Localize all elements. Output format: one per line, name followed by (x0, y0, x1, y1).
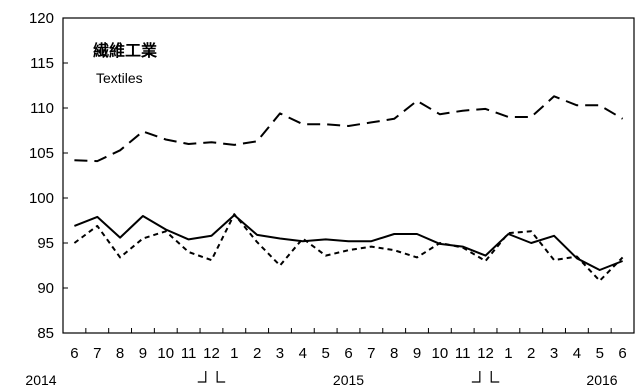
x-tick-label: 11 (455, 345, 471, 362)
year-label: 2014 (25, 372, 56, 388)
y-tick-label: 115 (30, 55, 54, 72)
x-tick-label: 7 (93, 345, 101, 362)
y-tick-label: 90 (37, 280, 54, 297)
x-tick-label: 5 (596, 345, 604, 362)
x-tick-label: 1 (504, 345, 512, 362)
year-break-left (471, 371, 481, 383)
x-tick-label: 11 (181, 345, 197, 362)
series-line-short-dash (73, 213, 624, 282)
series-line-solid (74, 214, 623, 271)
chart-title: 繊維工業 (93, 41, 158, 60)
x-tick-label: 12 (203, 345, 220, 362)
x-tick-label: 7 (367, 345, 375, 362)
y-tick-label: 105 (29, 145, 54, 162)
x-tick-label: 2 (527, 345, 535, 362)
y-tick-label: 85 (37, 325, 54, 342)
x-tick-label: 8 (116, 345, 124, 362)
x-tick-label: 10 (157, 345, 174, 362)
x-tick-label: 5 (321, 345, 329, 362)
x-tick-label: 4 (573, 345, 581, 362)
x-tick-label: 1 (230, 345, 238, 362)
x-tick-label: 4 (299, 345, 307, 362)
y-tick-label: 95 (37, 235, 54, 252)
y-tick-label: 100 (29, 190, 54, 207)
year-break-left (197, 371, 207, 383)
x-tick-label: 9 (139, 345, 147, 362)
x-tick-label: 3 (276, 345, 284, 362)
x-tick-label: 3 (550, 345, 558, 362)
y-tick-label: 120 (29, 10, 54, 27)
x-tick-label: 6 (70, 345, 78, 362)
series-layer (73, 95, 624, 282)
chart-subtitle: Textiles (96, 70, 143, 86)
x-tick-label: 9 (413, 345, 421, 362)
year-label: 2015 (333, 372, 364, 388)
plot-frame (62, 17, 635, 334)
x-tick-label: 2 (253, 345, 261, 362)
x-tick-label: 6 (618, 345, 626, 362)
y-tick-label: 110 (30, 100, 54, 117)
x-tick-label: 10 (432, 345, 449, 362)
year-label: 2016 (586, 372, 617, 388)
year-break-right (490, 371, 500, 383)
x-tick-label: 8 (390, 345, 398, 362)
x-tick-label: 6 (344, 345, 352, 362)
series-line-long-dash (74, 95, 624, 163)
year-break-right (216, 371, 226, 383)
x-tick-label: 12 (477, 345, 494, 362)
